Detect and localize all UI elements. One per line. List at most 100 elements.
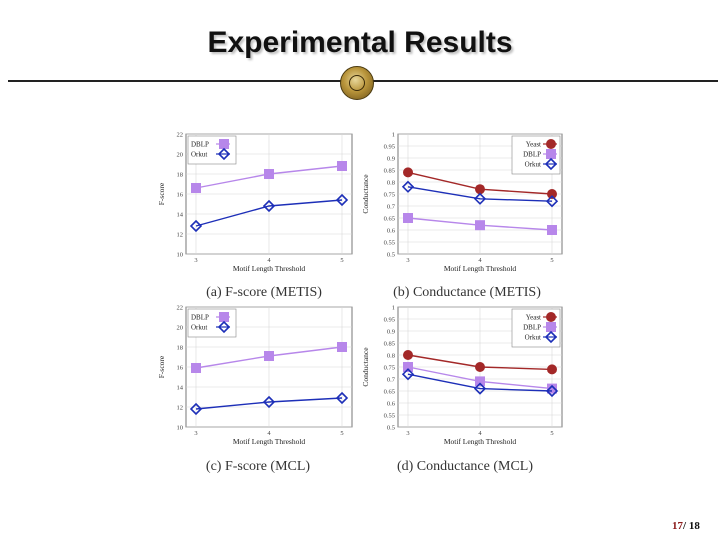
chart-3-legend-marker [219, 312, 229, 322]
chart-4-data-point-yeast [475, 362, 485, 372]
chart-1-data-point-orkut [262, 199, 276, 213]
chart-1-y-tick-label: 10 [177, 252, 184, 259]
chart-2-y-axis-label: Conductance [361, 174, 370, 214]
chart-4-y-tick-label: 0.6 [387, 401, 396, 408]
chart-2-legend-marker [546, 149, 556, 159]
chart-4-data-point-dblp [403, 362, 413, 372]
chart-2-y-tick-label: 0.8 [387, 180, 395, 187]
page-separator: / [683, 520, 689, 532]
chart-1-x-axis-label: Motif Length Threshold [233, 264, 306, 273]
chart-3-caption: (c) F-score (MCL) [206, 459, 311, 474]
chart-4-data-point-orkut [473, 382, 487, 395]
chart-2-data-point-orkut [545, 195, 559, 208]
chart-3-legend-label: DBLP [191, 314, 209, 322]
chart-4-legend-label: Orkut [525, 334, 541, 342]
chart-2-data-point-yeast [547, 189, 557, 199]
chart-4-y-tick-label: 0.5 [387, 425, 395, 432]
chart-2-caption: (b) Conductance (METIS) [393, 285, 541, 300]
chart-1-y-tick-label: 18 [177, 172, 184, 179]
chart-3-y-tick-label: 10 [177, 425, 184, 432]
page-current: 17 [672, 520, 683, 532]
chart-4-series-line-orkut [407, 373, 553, 392]
slide-title: Experimental Results [207, 26, 513, 59]
chart-2-data-point-yeast [475, 184, 485, 195]
chart-4-caption: (d) Conductance (MCL) [397, 459, 533, 474]
chart-3-x-axis-label: Motif Length Threshold [233, 437, 306, 446]
chart-1-legend-marker [219, 139, 229, 149]
chart-1-caption: (a) F-score (METIS) [206, 285, 322, 300]
chart-4-data-point-dblp [475, 376, 485, 387]
chart-1-y-tick-label: 12 [177, 232, 184, 239]
chart-2-y-tick-label: 0.75 [384, 192, 395, 199]
chart-4-legend-marker [546, 322, 556, 332]
chart-4-data-point-orkut [545, 384, 559, 398]
chart-3-y-tick-label: 22 [177, 305, 184, 312]
chart-3-y-tick-label: 16 [177, 365, 184, 372]
chart-1-data-point-orkut [189, 219, 203, 233]
chart-4-legend-label: Yeast [526, 314, 541, 322]
chart-3-y-tick-label: 18 [177, 345, 184, 352]
chart-2-y-tick-label: 0.95 [384, 144, 395, 151]
chart-1-legend-label: Orkut [191, 151, 207, 159]
chart-3-data-point-dblp [264, 351, 274, 361]
chart-2-legend-marker [546, 139, 556, 149]
chart-1-x-tick-label: 3 [194, 257, 197, 264]
chart-3-x-tick-label: 5 [340, 430, 343, 437]
chart-3-data-point-dblp [337, 342, 347, 352]
chart-3-y-axis-label: F-score [157, 355, 166, 378]
chart-4-data-point-dblp [547, 383, 557, 394]
chart-4-y-tick-label: 0.95 [384, 317, 395, 324]
chart-4-legend-marker [546, 312, 556, 322]
chart-3-series-line-orkut [195, 397, 343, 410]
university-seal-icon [340, 66, 374, 100]
chart-1-y-tick-label: 22 [177, 132, 184, 139]
chart-1-legend-label: DBLP [191, 141, 209, 149]
chart-4-data-point-orkut [401, 368, 415, 381]
chart-2-y-tick-label: 0.5 [387, 252, 395, 259]
chart-1-y-axis-label: F-score [157, 182, 166, 205]
chart-4-data-point-yeast [403, 350, 413, 360]
chart-4-y-tick-label: 0.55 [384, 413, 395, 420]
chart-3-data-point-orkut [262, 395, 276, 409]
chart-4-y-tick-label: 1 [392, 305, 395, 312]
chart-4-y-tick-label: 0.9 [387, 329, 395, 336]
chart-4-y-tick-label: 0.7 [387, 377, 396, 384]
chart-3-legend-label: Orkut [191, 324, 207, 332]
chart-2-data-point-dblp [475, 220, 485, 231]
chart-4-x-tick-label: 4 [478, 430, 482, 437]
chart-2-y-tick-label: 0.85 [384, 168, 395, 175]
chart-4-y-tick-label: 0.8 [387, 353, 395, 360]
chart-2-legend-label: Orkut [525, 161, 541, 169]
chart-1-y-tick-label: 20 [177, 152, 184, 159]
chart-2-y-tick-label: 0.9 [387, 156, 395, 163]
chart-3-x-tick-label: 4 [267, 430, 271, 437]
chart-2-x-tick-label: 4 [478, 257, 482, 264]
chart-1-series-line-orkut [195, 199, 343, 227]
chart-2-y-tick-label: 0.55 [384, 240, 395, 247]
chart-1-data-point-dblp [191, 183, 201, 193]
page-number: 17/ 18 [672, 520, 700, 532]
chart-3-legend-marker [217, 320, 231, 334]
chart-1-legend-marker [217, 147, 231, 161]
chart-2-series-line-orkut [407, 186, 553, 202]
chart-3-data-point-orkut [189, 402, 203, 416]
chart-2-legend-label: Yeast [526, 141, 541, 149]
chart-1-data-point-dblp [337, 161, 347, 171]
chart-2-legend-marker [544, 157, 558, 171]
chart-3-y-tick-label: 12 [177, 405, 184, 412]
chart-4-x-axis-label: Motif Length Threshold [444, 437, 517, 446]
page-total: 18 [688, 520, 700, 532]
chart-3-data-point-dblp [191, 363, 201, 373]
chart-4-data-point-yeast [547, 364, 557, 375]
chart-2-data-point-yeast [403, 167, 413, 178]
chart-4-y-axis-label: Conductance [361, 347, 370, 387]
chart-1-x-tick-label: 5 [340, 257, 343, 264]
chart-3-y-tick-label: 14 [177, 385, 184, 392]
chart-1-data-point-dblp [264, 169, 274, 179]
chart-2-data-point-orkut [473, 192, 487, 205]
chart-1-data-point-orkut [335, 193, 349, 207]
chart-4-legend-marker [544, 330, 558, 344]
chart-1-y-tick-label: 14 [177, 212, 184, 219]
chart-3-data-point-orkut [335, 391, 349, 405]
